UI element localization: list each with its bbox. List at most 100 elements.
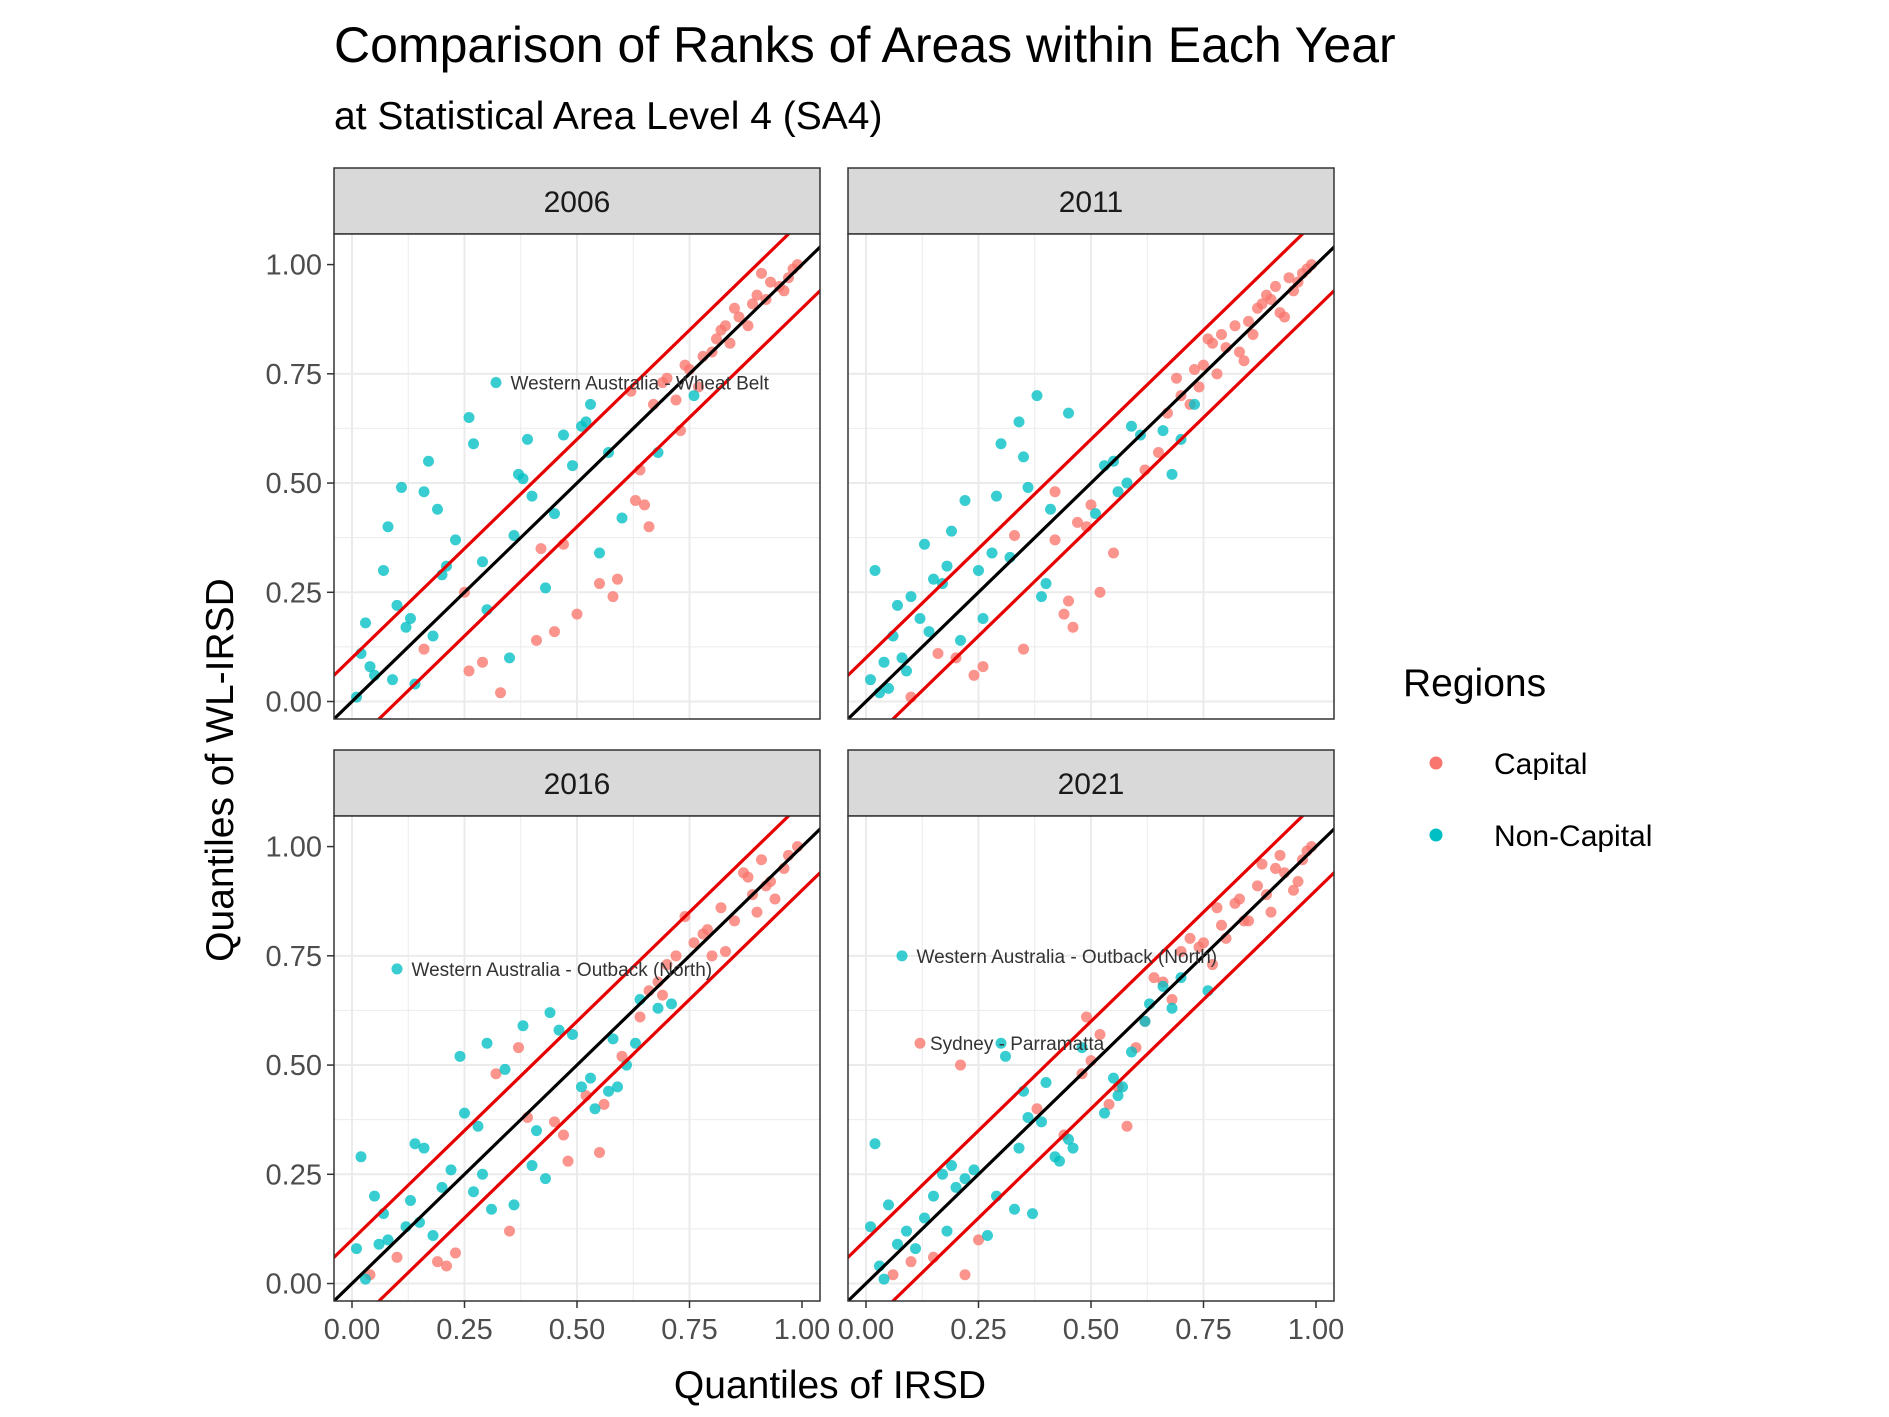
point-non-capital [603,1085,614,1097]
x-tick-label: 0.25 [436,1314,492,1346]
point-non-capital [941,560,953,572]
point-capital [729,302,740,314]
point-non-capital [594,547,605,559]
point-capital [643,521,655,533]
point-non-capital [1027,1208,1038,1220]
x-tick-label: 1.00 [1288,1314,1344,1346]
legend-key-capital [1429,756,1443,770]
point-capital [634,1011,646,1023]
point-non-capital [1126,420,1137,432]
point-capital [1247,328,1259,340]
point-capital [756,267,767,279]
point-non-capital [378,564,389,576]
point-capital [1049,486,1061,498]
y-tick-label: 1.00 [266,832,322,864]
point-non-capital [567,1028,578,1040]
point-non-capital [360,1273,371,1285]
point-non-capital [914,613,926,625]
point-capital [1072,516,1083,528]
point-capital [1265,906,1277,918]
point-non-capital [355,1151,367,1163]
point-capital [1243,315,1254,327]
point-capital [1256,858,1268,870]
points [865,841,1317,1285]
point-capital [549,626,560,638]
point-non-capital [1139,1015,1151,1027]
point-capital [657,989,668,1001]
point-capital [1193,381,1205,393]
point-non-capital [382,1234,394,1246]
x-tick-label: 0.25 [950,1314,1006,1346]
point-non-capital [585,398,596,410]
line-upper-band [848,816,1305,1260]
point-non-capital [607,1033,619,1045]
point-non-capital [589,1103,601,1115]
point-non-capital [369,1190,380,1202]
point-capital [1283,272,1295,284]
point-non-capital [878,656,890,668]
point-non-capital [986,547,998,559]
point-capital [711,333,722,345]
point-capital [1234,346,1245,358]
point-non-capital [409,1138,421,1150]
point-capital [432,1256,443,1268]
point-non-capital [400,621,412,633]
point-capital [968,669,980,681]
y-tick-label: 1.00 [266,250,322,282]
x-tick-label: 0.75 [1175,1314,1231,1346]
panel-2021: 2021 Western Australia - Outback (North) S… [838,749,1344,1346]
point-non-capital [896,950,908,962]
line-lower-band [890,288,1334,719]
point-non-capital [364,661,376,673]
point-non-capital [1013,1142,1025,1154]
facet-strip [847,749,1335,817]
point-non-capital [995,438,1007,450]
point-non-capital [490,377,502,389]
point-capital [1184,932,1196,944]
point-non-capital [946,525,957,537]
point-non-capital [468,438,479,450]
point-capital [1274,849,1286,861]
point-non-capital [1054,1155,1065,1167]
point-non-capital [923,626,935,638]
facet-strip [333,749,821,817]
point-capital [905,1256,917,1268]
point-non-capital [1018,451,1029,463]
point-non-capital [1076,1042,1088,1054]
point-capital [1270,862,1281,874]
point-non-capital [526,1160,538,1172]
point-capital [1009,529,1020,541]
x-tick-label: 0.50 [549,1314,605,1346]
point-non-capital [508,529,520,541]
point-capital [1207,337,1218,349]
point-non-capital [540,1173,551,1185]
point-non-capital [630,1037,641,1049]
point-non-capital [1067,1142,1079,1154]
point-non-capital [1063,1133,1074,1145]
point-capital [1252,880,1263,892]
point-non-capital [1009,1203,1020,1215]
point-capital [594,578,605,590]
point-non-capital [373,1238,385,1250]
point-capital [670,394,682,406]
point-capital [1085,499,1097,511]
line-identity [848,826,1334,1301]
line-identity [334,244,820,719]
x-tick-label: 0.00 [324,1314,380,1346]
legend-title: Regions [1403,662,1546,705]
chart-title: Comparison of Ranks of Areas within Each… [334,17,1396,73]
point-capital [1234,893,1245,905]
point-capital [558,1129,569,1141]
point-non-capital [1036,591,1047,603]
point-capital [1243,915,1254,927]
point-capital [441,1260,452,1272]
point-capital [724,337,736,349]
point-capital [612,573,623,585]
point-non-capital [973,564,984,576]
point-non-capital [616,512,628,524]
point-non-capital [1022,481,1034,493]
point-capital [1279,311,1290,323]
point-non-capital [892,599,903,611]
point-non-capital [1189,398,1200,410]
